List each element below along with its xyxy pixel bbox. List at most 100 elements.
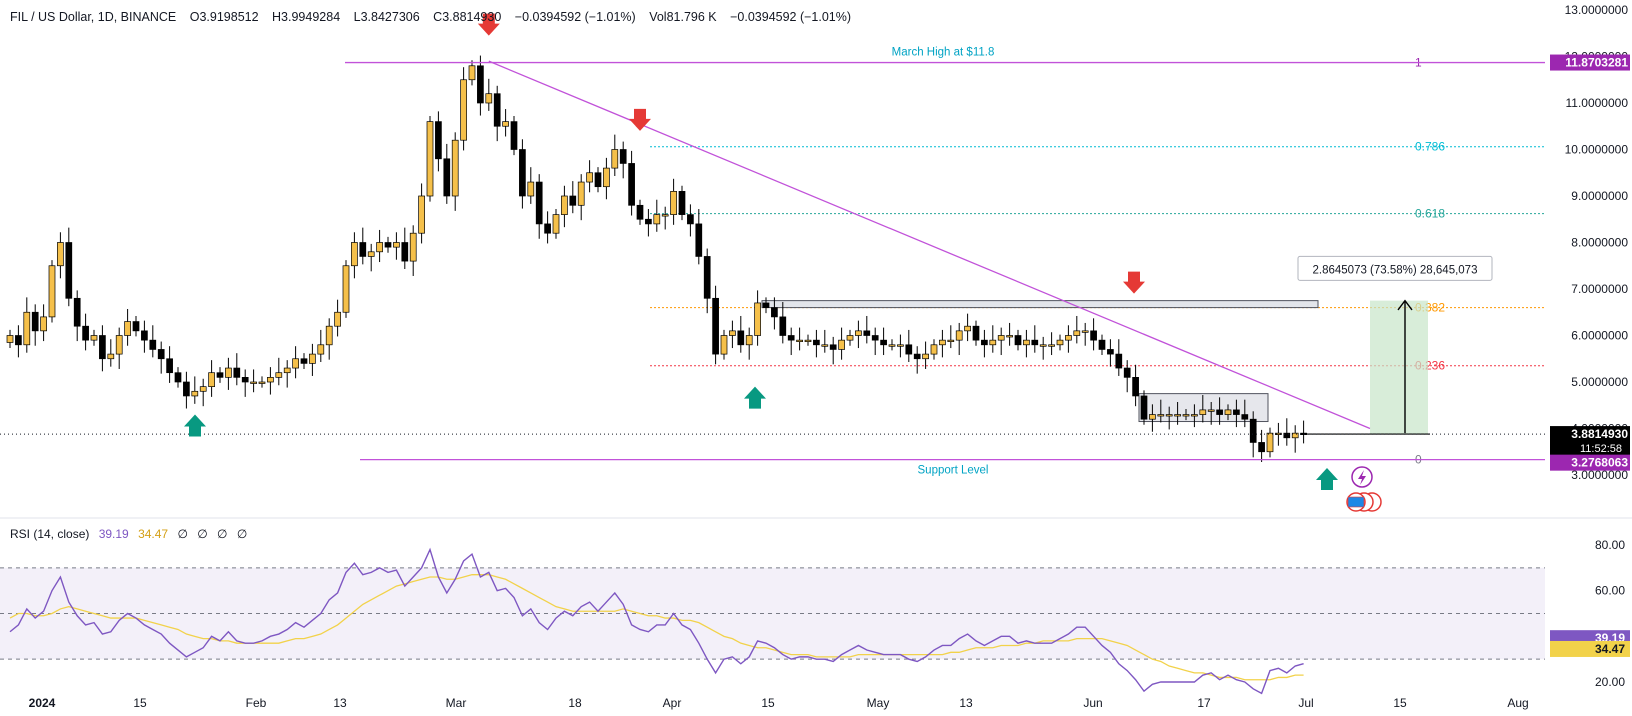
candle-body — [1199, 409, 1207, 415]
candle-body — [527, 181, 535, 197]
candle-body — [913, 353, 921, 360]
price-axis-label: 9.0000000 — [1571, 189, 1628, 203]
support-price-tag-bg — [1550, 454, 1630, 471]
candle-body — [947, 339, 955, 342]
candle-body — [1098, 339, 1106, 350]
candle-body — [771, 307, 778, 318]
rsi-ma-tag-bg — [1550, 640, 1630, 657]
candle-body — [594, 172, 602, 188]
candle-body — [300, 358, 308, 364]
candle-body — [821, 344, 829, 347]
sell-arrow-icon — [477, 13, 500, 36]
candle-body — [1132, 377, 1139, 397]
fib-level-label: 0.786 — [1415, 140, 1445, 154]
measure-arrowhead — [1397, 299, 1413, 311]
candle-body — [325, 325, 333, 346]
candle-body — [552, 214, 560, 234]
candle-body — [1048, 344, 1055, 347]
candle-body — [846, 335, 854, 341]
time-axis-label: 15 — [133, 696, 147, 710]
candle-body — [720, 335, 728, 355]
rsi-value: 39.19 — [98, 527, 129, 541]
candles-layer — [6, 55, 1307, 462]
candle-body — [1090, 330, 1097, 341]
candle-body — [813, 339, 820, 346]
candle-body — [73, 297, 81, 327]
candle-body — [283, 367, 291, 374]
candle-body — [502, 121, 509, 127]
candle-body — [216, 372, 224, 378]
high-price-tag: 11.8703281 — [1565, 56, 1628, 70]
range-boxes — [761, 300, 1428, 435]
candle-body — [905, 344, 913, 355]
buy-arrow-icon — [1316, 468, 1338, 491]
rsi-title[interactable]: RSI (14, close) — [10, 527, 90, 541]
candle-body — [695, 223, 703, 257]
high-price-tag-bg — [1550, 54, 1630, 71]
rsi-extra-4: ∅ — [236, 527, 248, 541]
candle-body — [1241, 414, 1249, 420]
candle-body — [519, 149, 526, 197]
candle-body — [183, 381, 190, 397]
candle-body — [1233, 409, 1240, 415]
candle-body — [460, 79, 467, 141]
candle-body — [1191, 414, 1198, 417]
buy-arrow-icon — [744, 386, 766, 409]
candle-body — [82, 325, 89, 341]
candle-body — [964, 325, 971, 332]
time-axis-label: 15 — [761, 696, 775, 710]
candle-body — [1014, 335, 1022, 346]
price-axis-label: 3.0000000 — [1571, 468, 1628, 482]
candle-body — [569, 195, 577, 206]
candle-body — [1081, 330, 1089, 333]
rsi-header: RSI (14, close) 39.19 34.47 ∅ ∅ ∅ ∅ — [10, 527, 253, 541]
candle-body — [376, 242, 383, 253]
candle-body — [174, 372, 182, 383]
price-axis-label: 8.0000000 — [1571, 236, 1628, 250]
candle-body — [107, 353, 115, 360]
candle-body — [1174, 414, 1181, 417]
candle-body — [334, 311, 341, 327]
us-flag-stripes — [1347, 496, 1365, 508]
candle-body — [166, 358, 173, 374]
candle-body — [15, 335, 22, 346]
time-axis-label: Aug — [1507, 696, 1528, 710]
measure-label: 2.8645073 (73.58%) 28,645,073 — [1313, 264, 1478, 276]
rsi-pane — [0, 547, 1545, 695]
current-price-tag-bg — [1550, 426, 1630, 457]
candle-body — [712, 297, 719, 355]
candle-body — [1149, 414, 1156, 420]
candle-body — [754, 302, 761, 336]
symbol-name[interactable]: FIL / US Dollar, 1D, BINANCE — [10, 10, 177, 24]
measure-label-box — [1297, 255, 1493, 281]
candle-body — [855, 330, 862, 336]
candle-body — [451, 139, 459, 197]
candle-body — [1107, 349, 1114, 355]
consolidation-box — [1138, 393, 1269, 423]
candle-body — [493, 93, 501, 127]
candle-body — [1140, 395, 1148, 420]
ohlc-high: H3.9949284 — [272, 10, 341, 24]
candle-body — [342, 265, 350, 313]
candle-body — [275, 372, 283, 378]
price-axis-label: 5.0000000 — [1571, 375, 1628, 389]
candle-body — [31, 311, 39, 332]
volume-value: Vol81.796 K — [649, 10, 717, 24]
candle-body — [233, 367, 241, 378]
candle-body — [225, 367, 232, 378]
candle-body — [443, 158, 451, 197]
candle-body — [972, 325, 980, 341]
candle-body — [1123, 367, 1131, 378]
candle-body — [1266, 432, 1274, 453]
resistance-box — [761, 300, 1319, 309]
candle-body — [687, 214, 694, 225]
candle-body — [1182, 414, 1190, 417]
bar-countdown: 11:52:58 — [1580, 443, 1622, 455]
candle-body — [1258, 442, 1265, 453]
candle-body — [199, 386, 207, 392]
candle-body — [1115, 353, 1123, 369]
candle-body — [888, 344, 896, 347]
candle-body — [1023, 339, 1030, 346]
candle-body — [577, 181, 585, 206]
